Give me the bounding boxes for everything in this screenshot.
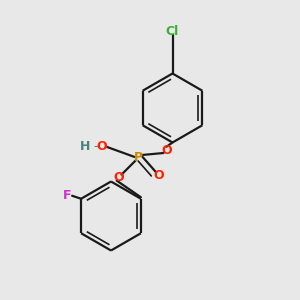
Text: O: O	[97, 140, 107, 154]
Text: O: O	[153, 169, 164, 182]
Text: P: P	[134, 151, 142, 164]
Text: -: -	[93, 140, 98, 154]
Text: O: O	[161, 144, 172, 157]
Text: O: O	[113, 171, 124, 184]
Text: H: H	[80, 140, 91, 154]
Text: F: F	[63, 189, 72, 202]
Text: Cl: Cl	[166, 25, 179, 38]
